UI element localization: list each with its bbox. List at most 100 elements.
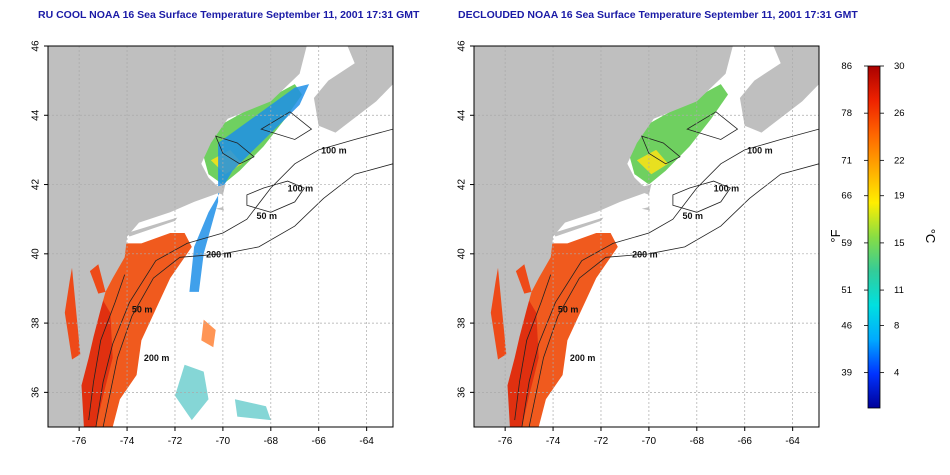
colorbar-fahrenheit-label: 46 [841, 320, 852, 331]
colorbar-fahrenheit-label: 71 [841, 155, 852, 166]
colorbar-fahrenheit-label: 51 [841, 285, 852, 296]
left-land-mainland [48, 46, 307, 427]
fahrenheit-unit-label: °F [828, 229, 843, 242]
left-cloud-noise-patch [234, 399, 271, 421]
left-lat-tick-label: 38 [31, 317, 42, 329]
left-contour-label: 200 m [206, 249, 232, 259]
right-bathymetry-contour [672, 180, 732, 213]
left-cold-water-band [189, 84, 310, 292]
left-chesapeake-bay [64, 267, 81, 360]
right-contour-label: 200 m [632, 249, 658, 259]
left-lon-tick-label: -66 [312, 436, 327, 447]
right-lon-tick-label: -66 [738, 436, 753, 447]
right-lat-tick-label: 36 [457, 386, 468, 398]
right-shelf-hot-core [474, 288, 539, 427]
colorbar-celsius-label: 30 [894, 61, 905, 72]
left-bathymetry-contour [260, 111, 313, 140]
colorbar-gradient [867, 65, 881, 409]
colorbar-celsius-label: 11 [894, 285, 904, 296]
left-bathymetry-contour [246, 180, 306, 213]
colorbar-fahrenheit-label: 59 [841, 238, 852, 249]
left-land-long-island [127, 217, 178, 237]
right-contour-label: 200 m [570, 353, 596, 363]
left-delaware-bay [89, 264, 106, 294]
right-bathymetry-contour [686, 111, 739, 140]
left-shelf-hot-core [48, 288, 113, 427]
right-gulf-of-maine-warm-patch [636, 149, 669, 175]
left-contour-label: 100 m [288, 183, 314, 193]
right-bathymetry-contour [514, 274, 552, 421]
right-delaware-bay [515, 264, 532, 294]
left-contour-label: 200 m [144, 353, 170, 363]
left-lat-tick-label: 42 [31, 179, 42, 191]
right-lon-tick-label: -74 [546, 436, 561, 447]
left-contour-label: 50 m [132, 305, 153, 315]
right-chesapeake-bay [490, 267, 507, 360]
colorbar-celsius-label: 19 [894, 191, 905, 202]
left-lon-tick-label: -64 [359, 436, 374, 447]
left-bathymetry-contour [88, 274, 126, 421]
right-map-layers [474, 46, 819, 427]
left-contour-label: 50 m [256, 211, 277, 221]
right-lon-tick-label: -68 [690, 436, 705, 447]
left-ocean-background [48, 46, 393, 427]
left-bathymetry-contour [214, 135, 255, 165]
left-bathymetry-contour [102, 163, 393, 427]
right-lat-tick-label: 44 [457, 109, 468, 121]
right-land-cape-cod [632, 181, 652, 195]
right-lon-tick-label: -64 [785, 436, 800, 447]
right-gulf-of-maine-water [629, 84, 728, 185]
colorbar-fahrenheit-label: 78 [841, 108, 852, 119]
right-map-title: DECLOUDED NOAA 16 Sea Surface Temperatur… [458, 9, 858, 21]
right-ocean-background [474, 46, 819, 427]
left-lon-tick-label: -74 [120, 436, 135, 447]
right-bathymetry-contour [640, 135, 681, 165]
right-lat-tick-label: 40 [457, 248, 468, 260]
right-lon-tick-label: -76 [498, 436, 513, 447]
right-land-nova-scotia [739, 46, 819, 133]
left-lon-tick-label: -68 [264, 436, 279, 447]
right-lon-tick-label: -70 [642, 436, 657, 447]
left-lat-tick-label: 44 [31, 109, 42, 121]
left-lon-tick-label: -70 [216, 436, 231, 447]
left-shelf-warm-water [48, 233, 192, 427]
right-lon-tick-label: -72 [594, 436, 609, 447]
colorbar-celsius-label: 26 [894, 108, 905, 119]
colorbar-celsius-label: 8 [894, 320, 899, 331]
left-land-nantucket [215, 207, 225, 211]
right-contour-label: 100 m [747, 145, 773, 155]
left-bathymetry-contour [95, 128, 393, 427]
right-bathymetry-contour [528, 163, 819, 427]
colorbar-fahrenheit-label: 39 [841, 368, 852, 379]
right-contour-label: 50 m [682, 211, 703, 221]
right-contour-label: 50 m [558, 305, 579, 315]
left-lat-tick-label: 36 [31, 386, 42, 398]
right-land-nantucket [641, 207, 651, 211]
left-land-nova-scotia [313, 46, 393, 133]
right-lat-tick-label: 38 [457, 317, 468, 329]
right-lat-tick-label: 46 [457, 40, 468, 52]
right-land-mainland [474, 46, 733, 427]
left-lon-tick-label: -76 [72, 436, 87, 447]
left-map-title: RU COOL NOAA 16 Sea Surface Temperature … [38, 9, 420, 21]
left-gulf-of-maine-water [203, 84, 302, 185]
left-contour-label: 100 m [321, 145, 347, 155]
left-land-cape-cod [206, 181, 226, 195]
right-lat-tick-label: 42 [457, 179, 468, 191]
colorbar-celsius-label: 15 [894, 238, 905, 249]
right-map-frame [473, 45, 820, 428]
right-contour-label: 100 m [714, 183, 740, 193]
colorbar-fahrenheit-label: 86 [841, 61, 852, 72]
left-lat-tick-label: 40 [31, 248, 42, 260]
colorbar-celsius-label: 22 [894, 155, 905, 166]
left-map-frame [47, 45, 394, 428]
left-cloud-noise-patch [175, 364, 209, 421]
left-cloud-noise-patch [60, 70, 80, 85]
right-land-long-island [553, 217, 604, 237]
right-bathymetry-contour [521, 128, 819, 427]
left-map-layers [48, 46, 393, 427]
left-gulf-of-maine-warm-patch [210, 149, 243, 175]
